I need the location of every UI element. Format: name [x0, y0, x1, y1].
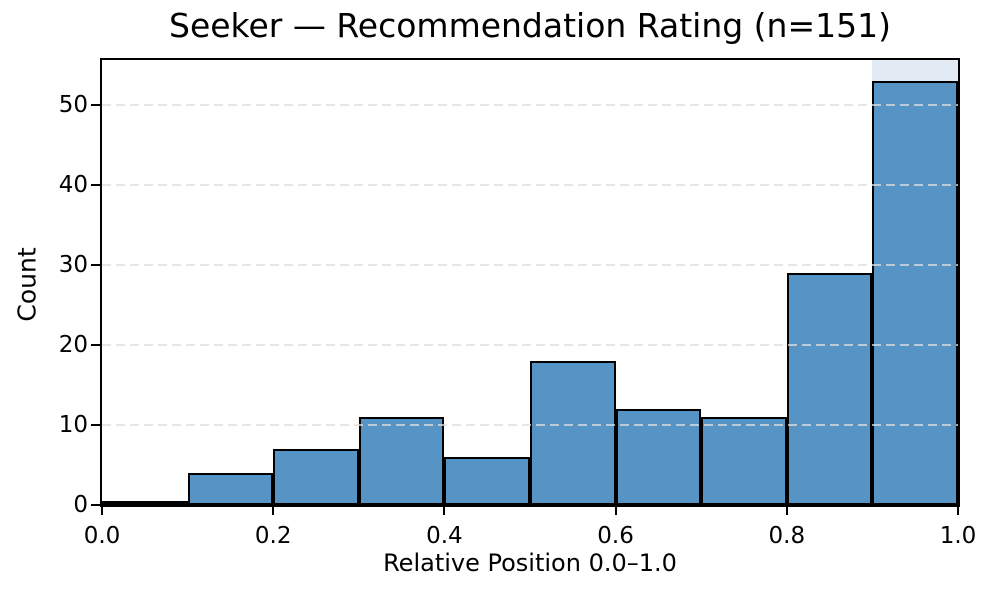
x-tick-label: 0.8	[768, 523, 806, 549]
x-tick-mark	[443, 507, 446, 515]
x-tick-label: 0.0	[83, 523, 121, 549]
y-tick-mark	[91, 504, 100, 506]
y-tick-mark	[91, 104, 100, 107]
histogram-bar	[187, 473, 274, 505]
gridline	[102, 184, 958, 187]
histogram-bar	[273, 449, 359, 505]
plot-inner	[102, 60, 958, 505]
y-tick-mark	[91, 424, 100, 427]
x-tick-mark	[614, 507, 617, 515]
y-tick-label: 10	[58, 412, 88, 439]
histogram-bar	[444, 457, 530, 505]
x-axis-label: Relative Position 0.0–1.0	[383, 549, 677, 577]
y-tick-mark	[91, 184, 100, 187]
histogram-bar	[701, 417, 787, 505]
gridline	[102, 264, 958, 267]
histogram-bar	[530, 361, 616, 505]
y-tick-label: 30	[58, 252, 88, 279]
x-tick-mark	[957, 507, 959, 515]
x-tick-mark	[272, 507, 275, 515]
x-tick-label: 0.4	[426, 523, 463, 549]
gridline	[102, 104, 958, 107]
plot-area	[100, 58, 960, 507]
gridline	[102, 344, 958, 347]
x-tick-label: 1.0	[939, 523, 977, 549]
x-tick-label: 0.2	[254, 523, 292, 549]
y-tick-label: 40	[58, 172, 88, 199]
gridline	[102, 424, 958, 427]
y-tick-label: 0	[73, 492, 88, 518]
x-tick-mark	[101, 507, 103, 515]
x-tick-label: 0.6	[597, 523, 634, 549]
y-tick-label: 20	[58, 332, 88, 359]
histogram-bar	[102, 501, 188, 505]
y-tick-mark	[91, 264, 100, 267]
histogram-bar	[786, 273, 873, 505]
histogram-bar	[872, 81, 958, 505]
chart-title: Seeker — Recommendation Rating (n=151)	[169, 6, 891, 45]
y-axis-label: Count	[12, 247, 42, 322]
x-tick-mark	[785, 507, 788, 515]
histogram-bar	[358, 417, 445, 505]
y-tick-label: 50	[58, 92, 88, 119]
y-tick-mark	[91, 344, 100, 347]
